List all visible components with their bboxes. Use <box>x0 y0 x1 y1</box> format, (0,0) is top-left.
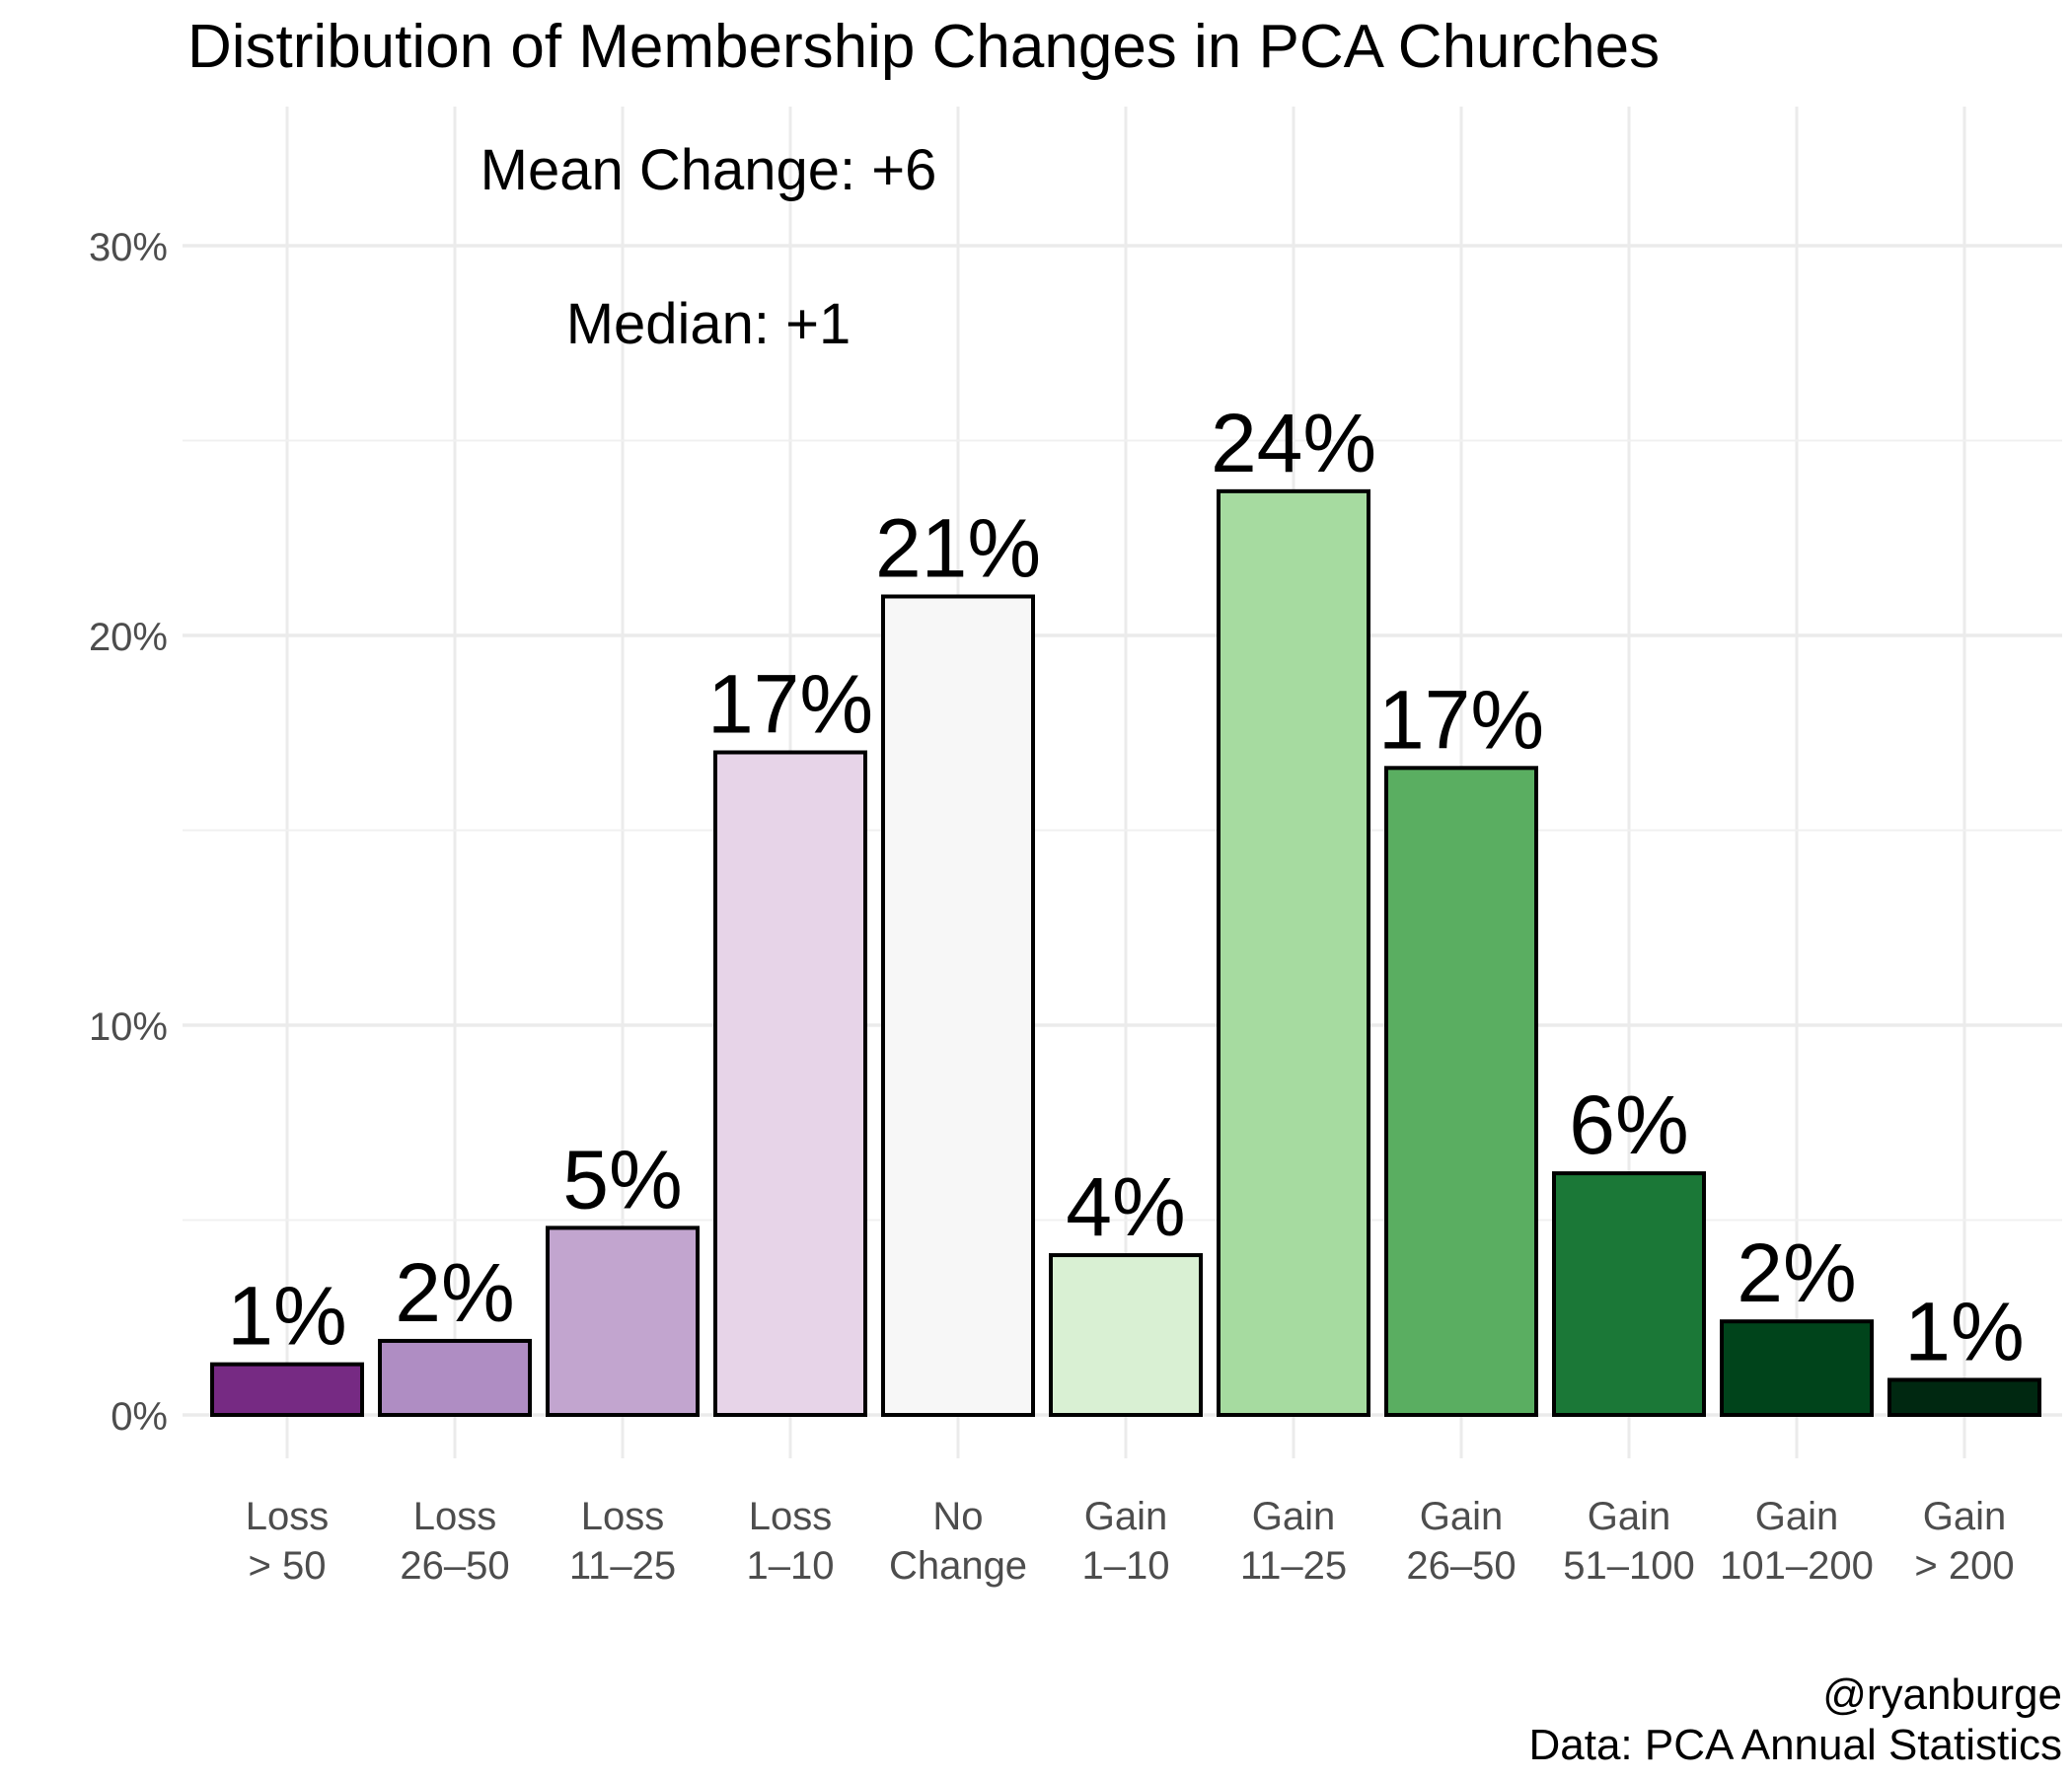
y-tick-label: 0% <box>111 1395 168 1439</box>
x-tick-label-line: Gain <box>1755 1495 1839 1538</box>
x-tick-label-line: Loss <box>581 1495 665 1538</box>
bar-value-label: 17% <box>707 658 873 751</box>
x-tick-label: Loss > 50 <box>246 1495 330 1588</box>
x-tick-label-line: > 200 <box>1914 1544 2014 1588</box>
bar <box>881 594 1035 1417</box>
bar <box>1720 1319 1874 1417</box>
bar-value-label: 2% <box>1737 1226 1856 1319</box>
x-tick-label-line: Loss <box>413 1495 497 1538</box>
bar <box>1217 488 1370 1418</box>
x-tick-label-line: Change <box>889 1544 1027 1588</box>
annotation-median: Median: +1 <box>566 292 851 356</box>
annotation-mean: Mean Change: +6 <box>481 138 937 202</box>
x-tick-label: Gain > 200 <box>1914 1495 2014 1588</box>
x-tick-label-line: 11–25 <box>569 1544 676 1588</box>
caption-author: @ryanburge <box>1822 1670 2062 1719</box>
bar-value-label: 1% <box>1904 1285 2024 1377</box>
bar <box>1384 766 1538 1417</box>
x-tick-label: No Change <box>889 1495 1027 1588</box>
bar <box>713 750 867 1417</box>
x-tick-label-line: 1–10 <box>1082 1544 1170 1588</box>
caption-source: Data: PCA Annual Statistics <box>1528 1721 2062 1769</box>
bar-value-label: 5% <box>562 1133 682 1225</box>
bar-value-label: 4% <box>1066 1160 1185 1253</box>
bar <box>1887 1377 2041 1417</box>
y-tick-label: 10% <box>89 1005 168 1049</box>
bar <box>1552 1171 1706 1417</box>
x-tick-label-line: 101–200 <box>1720 1544 1874 1588</box>
grid-layer <box>183 107 2062 1458</box>
x-tick-label-line: Gain <box>1252 1495 1336 1538</box>
x-tick-label-line: Gain <box>1923 1495 2007 1538</box>
x-tick-label-line: 11–25 <box>1240 1544 1347 1588</box>
bar-value-label: 24% <box>1211 397 1376 489</box>
bar-value-label: 1% <box>227 1270 346 1363</box>
x-tick-label-line: Loss <box>749 1495 833 1538</box>
x-tick-label-line: 26–50 <box>1406 1544 1516 1588</box>
x-tick-label-line: Gain <box>1588 1495 1671 1538</box>
y-tick-label: 30% <box>89 226 168 269</box>
bar-value-label: 17% <box>1378 673 1544 766</box>
x-tick-label: Loss 1–10 <box>747 1495 835 1588</box>
x-tick-label-line: > 50 <box>249 1544 327 1588</box>
bar-value-label: 2% <box>395 1246 514 1339</box>
x-tick-label: Gain 11–25 <box>1240 1495 1347 1588</box>
labels-layer: 0% 10% 20% 30% 1% Loss > 50 2% Loss 26–50 5% Loss 11… <box>89 226 2025 1588</box>
x-tick-label-line: Gain <box>1420 1495 1504 1538</box>
x-tick-label-line: Gain <box>1084 1495 1168 1538</box>
chart-title: Distribution of Membership Changes in PC… <box>187 13 1660 81</box>
x-tick-label: Gain 101–200 <box>1720 1495 1874 1588</box>
bar <box>210 1362 364 1418</box>
bars-layer <box>210 488 2041 1418</box>
bar <box>546 1225 700 1418</box>
y-tick-label: 20% <box>89 616 168 659</box>
x-tick-label: Gain 51–100 <box>1563 1495 1694 1588</box>
x-tick-label: Gain 26–50 <box>1406 1495 1516 1588</box>
bar <box>378 1338 532 1417</box>
x-tick-label-line: 26–50 <box>400 1544 509 1588</box>
x-tick-label: Loss 26–50 <box>400 1495 509 1588</box>
bar-value-label: 6% <box>1569 1078 1688 1171</box>
x-tick-label-line: 1–10 <box>747 1544 835 1588</box>
x-tick-label: Loss 11–25 <box>569 1495 676 1588</box>
x-tick-label-line: No <box>932 1495 983 1538</box>
bar-value-label: 21% <box>875 502 1041 595</box>
x-tick-label: Gain 1–10 <box>1082 1495 1170 1588</box>
x-tick-label-line: Loss <box>246 1495 330 1538</box>
x-tick-label-line: 51–100 <box>1563 1544 1694 1588</box>
bar <box>1049 1253 1203 1418</box>
